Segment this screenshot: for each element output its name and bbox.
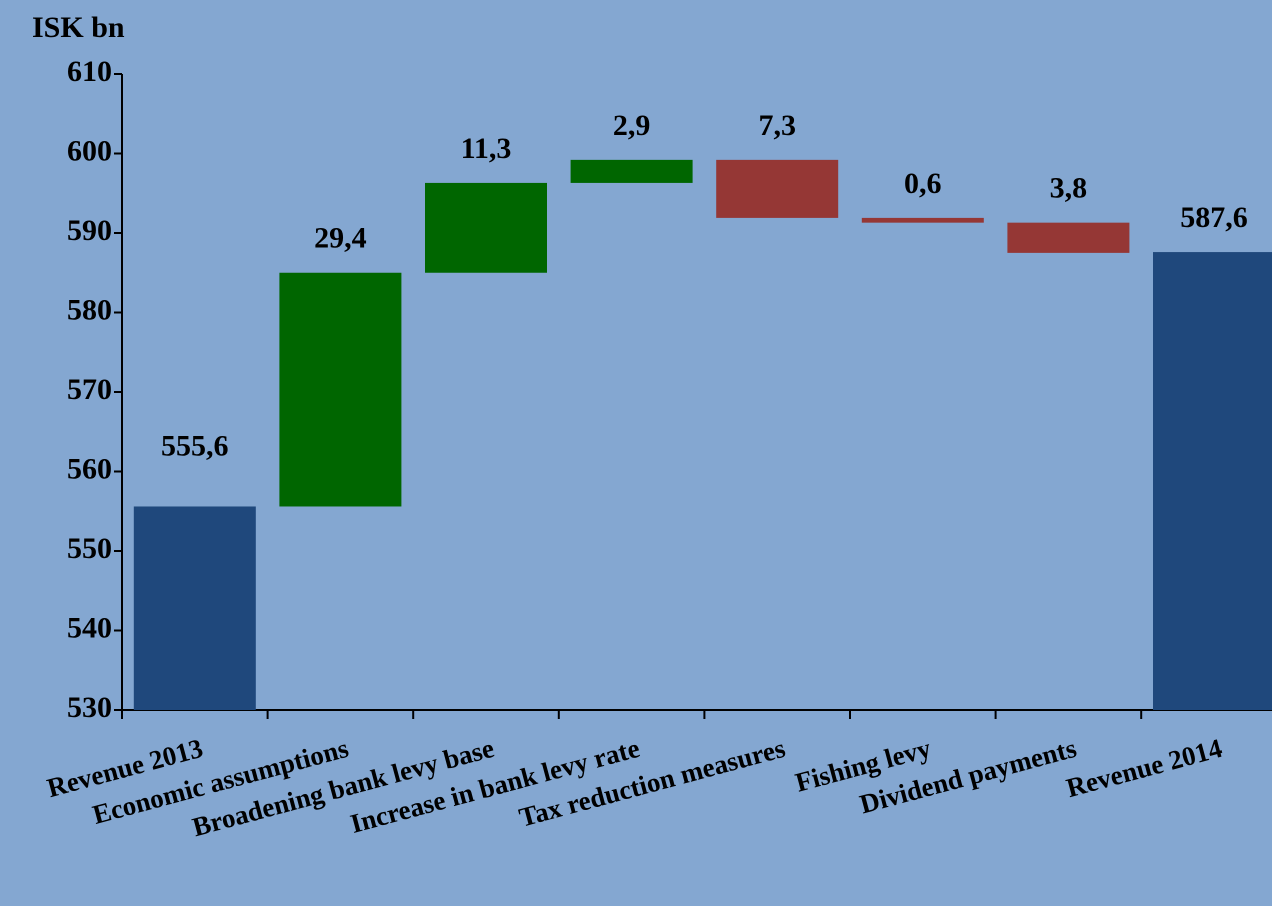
y-tick-label: 580 bbox=[67, 293, 112, 326]
bar bbox=[570, 159, 693, 183]
y-tick-label: 570 bbox=[67, 373, 112, 406]
value-label: 0,6 bbox=[904, 167, 942, 200]
value-label: 2,9 bbox=[613, 109, 651, 142]
bar bbox=[716, 159, 839, 218]
value-label: 29,4 bbox=[314, 222, 367, 255]
y-tick-label: 590 bbox=[67, 214, 112, 247]
value-label: 7,3 bbox=[758, 109, 796, 142]
bar bbox=[279, 272, 402, 507]
y-tick-label: 530 bbox=[67, 691, 112, 724]
x-tick-label: Revenue 2014 bbox=[1063, 733, 1225, 803]
value-label: 11,3 bbox=[461, 132, 512, 165]
y-tick-label: 560 bbox=[67, 452, 112, 485]
y-tick-label: 600 bbox=[67, 134, 112, 167]
y-axis-label: ISK bn bbox=[32, 11, 125, 44]
value-label: 587,6 bbox=[1180, 201, 1248, 234]
bar bbox=[861, 217, 984, 223]
y-tick-label: 550 bbox=[67, 532, 112, 565]
bar bbox=[1007, 222, 1130, 253]
value-label: 555,6 bbox=[161, 429, 229, 462]
y-tick-label: 540 bbox=[67, 611, 112, 644]
bar bbox=[133, 506, 256, 710]
bar bbox=[425, 182, 547, 273]
y-tick-label: 610 bbox=[67, 55, 112, 88]
value-label: 3,8 bbox=[1050, 172, 1088, 205]
bar bbox=[1153, 252, 1272, 710]
